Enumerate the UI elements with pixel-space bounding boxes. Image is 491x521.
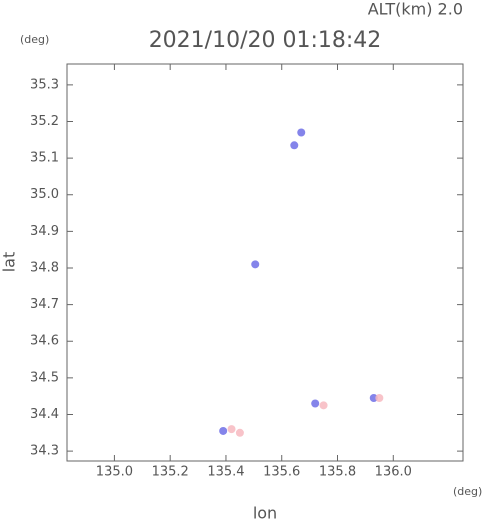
y-tick-label: 35.3 — [30, 77, 59, 92]
y-tick-label: 35.1 — [30, 151, 59, 166]
point — [311, 399, 320, 408]
x-tick-label: 135.2 — [152, 465, 189, 480]
chart-title: 2021/10/20 01:18:42 — [149, 28, 382, 53]
x-tick-label: 135.4 — [207, 465, 244, 480]
point — [297, 128, 306, 137]
point — [375, 394, 384, 403]
plot-frame — [66, 63, 464, 462]
y-tick-label: 35.0 — [30, 187, 59, 202]
y-tick-label: 34.9 — [30, 224, 59, 239]
point — [290, 141, 299, 150]
x-tick-label: 135.6 — [263, 465, 300, 480]
point — [219, 426, 228, 435]
y-tick-label: 34.4 — [30, 407, 59, 422]
y-tick-label: 35.2 — [30, 114, 59, 129]
y-tick-label: 34.8 — [30, 260, 59, 275]
chart-subtitle: ALT(km) 2.0 — [368, 0, 463, 19]
point — [251, 260, 260, 269]
point — [319, 401, 328, 410]
y-tick-label: 34.6 — [30, 334, 59, 349]
y-axis-label: lat — [0, 252, 19, 273]
point — [227, 425, 236, 434]
y-tick-label: 34.7 — [30, 297, 59, 312]
x-tick-label: 136.0 — [375, 465, 412, 480]
y-tick-label: 34.5 — [30, 370, 59, 385]
x-unit: (deg) — [453, 485, 482, 498]
x-axis-label: lon — [253, 504, 277, 521]
point — [235, 428, 244, 437]
x-tick-label: 135.8 — [319, 465, 356, 480]
point — [369, 394, 378, 403]
y-tick-label: 34.3 — [30, 444, 59, 459]
y-unit: (deg) — [20, 33, 49, 46]
x-tick-label: 135.0 — [96, 465, 133, 480]
